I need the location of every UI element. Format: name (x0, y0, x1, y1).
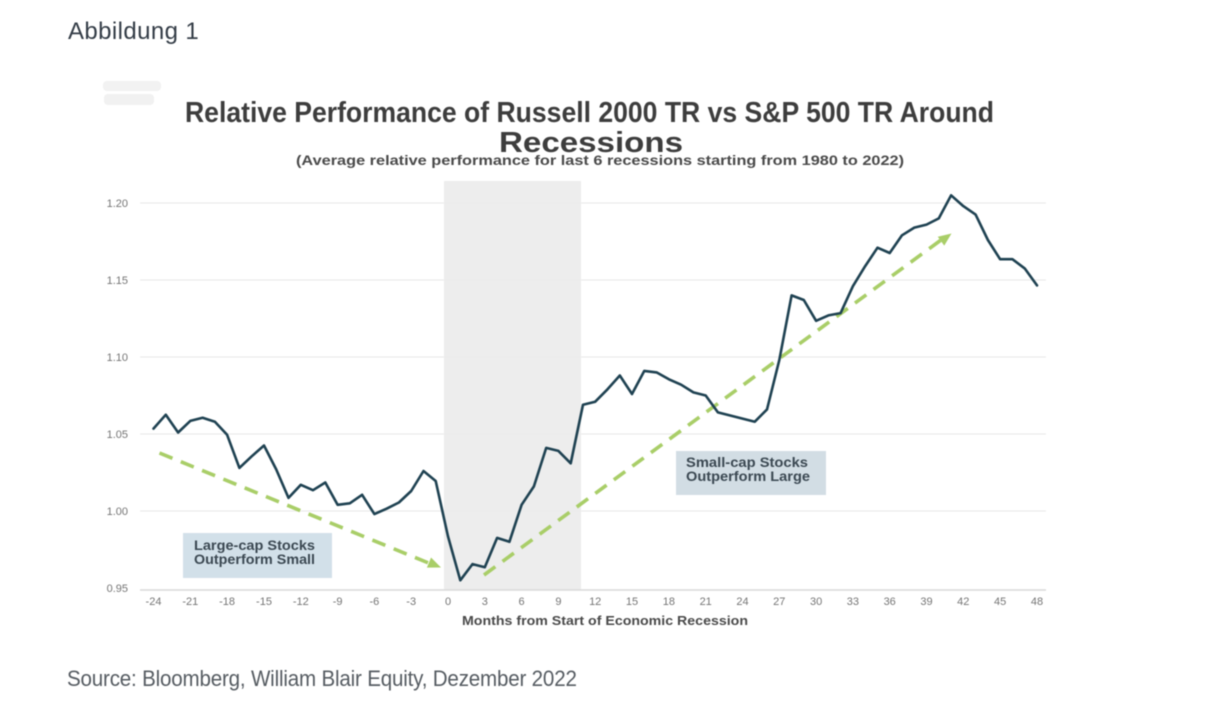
svg-text:Large-cap Stocks: Large-cap Stocks (194, 537, 315, 553)
svg-text:42: 42 (957, 596, 969, 608)
svg-text:27: 27 (773, 596, 785, 608)
svg-text:9: 9 (555, 596, 561, 608)
svg-text:1.00: 1.00 (107, 506, 128, 518)
svg-text:30: 30 (810, 596, 822, 608)
svg-text:1.20: 1.20 (107, 198, 128, 210)
svg-text:48: 48 (1031, 596, 1043, 608)
svg-text:-15: -15 (256, 596, 272, 608)
svg-text:18: 18 (663, 596, 675, 608)
svg-text:(Average relative performance: (Average relative performance for last 6… (296, 152, 904, 168)
svg-text:-9: -9 (333, 596, 343, 608)
svg-text:0.95: 0.95 (107, 583, 128, 595)
svg-text:1.05: 1.05 (107, 429, 128, 441)
svg-text:Months from Start of Economic: Months from Start of Economic Recession (462, 614, 748, 628)
svg-text:Small-cap Stocks: Small-cap Stocks (686, 454, 808, 470)
svg-text:1.10: 1.10 (107, 352, 128, 364)
svg-text:21: 21 (700, 596, 712, 608)
svg-text:33: 33 (847, 596, 859, 608)
svg-text:0: 0 (445, 596, 451, 608)
svg-text:1.15: 1.15 (107, 275, 128, 287)
svg-text:-21: -21 (182, 596, 198, 608)
svg-text:6: 6 (519, 596, 525, 608)
svg-text:39: 39 (920, 596, 932, 608)
svg-text:Outperform Small: Outperform Small (194, 551, 315, 567)
svg-text:36: 36 (884, 596, 896, 608)
svg-text:3: 3 (482, 596, 488, 608)
svg-text:Outperform Large: Outperform Large (686, 468, 810, 484)
svg-text:Relative Performance of Russel: Relative Performance of Russell 2000 TR … (185, 97, 994, 129)
svg-text:-12: -12 (293, 596, 309, 608)
svg-text:24: 24 (736, 596, 748, 608)
svg-text:15: 15 (626, 596, 638, 608)
svg-text:-24: -24 (146, 596, 162, 608)
svg-text:12: 12 (589, 596, 601, 608)
svg-text:-3: -3 (406, 596, 416, 608)
svg-text:-6: -6 (370, 596, 380, 608)
svg-text:Recessions: Recessions (499, 127, 683, 159)
svg-text:45: 45 (994, 596, 1006, 608)
svg-text:-18: -18 (219, 596, 235, 608)
